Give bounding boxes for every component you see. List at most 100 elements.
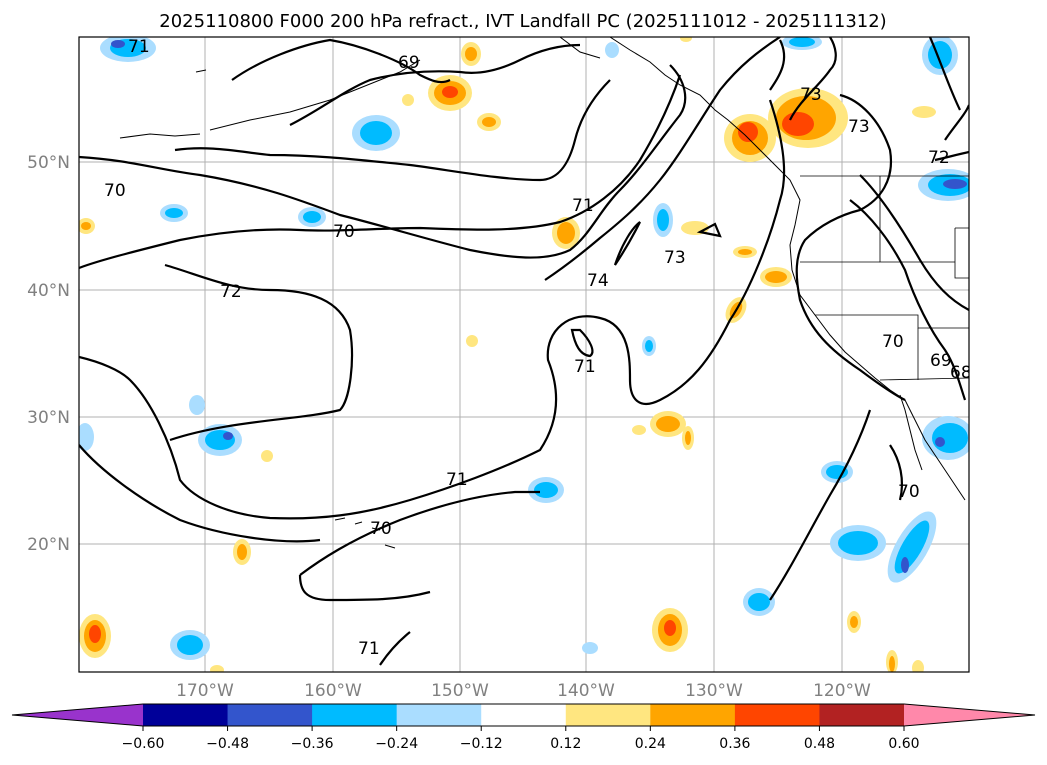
negative-anomaly <box>582 642 598 654</box>
colorbar-segment <box>396 704 482 726</box>
colorbar-segment <box>819 704 905 726</box>
latitude-labels: 50°N 40°N 30°N 20°N <box>27 153 70 555</box>
colorbar-tick-label: 0.24 <box>635 736 666 752</box>
lat-label: 20°N <box>27 535 70 555</box>
colorbar-tick-label: −0.12 <box>460 736 503 752</box>
contour-label: 73 <box>664 248 686 268</box>
contour-label: 71 <box>446 470 468 490</box>
contour-label: 72 <box>220 282 242 302</box>
coastlines <box>119 37 966 549</box>
negative-anomaly <box>189 395 205 415</box>
negative-anomaly <box>79 423 94 451</box>
contour-label: 71 <box>358 639 380 659</box>
contour-label: 69 <box>930 351 952 371</box>
positive-anomaly <box>79 614 111 658</box>
contour-label: 70 <box>104 181 126 201</box>
positive-anomaly <box>652 608 688 652</box>
positive-anomaly <box>477 113 501 131</box>
colorbar-segment <box>650 704 736 726</box>
negative-anomaly <box>653 203 673 237</box>
positive-anomaly <box>650 411 686 437</box>
positive-anomaly <box>847 611 861 633</box>
negative-anomaly <box>918 169 969 201</box>
longitude-labels: 170°W 160°W 150°W 140°W 130°W 120°W <box>176 681 871 701</box>
colorbar-extend-min <box>12 704 143 726</box>
contour-label: 70 <box>882 332 904 352</box>
lon-label: 160°W <box>304 681 362 701</box>
lat-label: 50°N <box>27 153 70 173</box>
contour-label: 71 <box>572 196 594 216</box>
colorbar-tick-label: 0.12 <box>550 736 581 752</box>
contour-label: 71 <box>128 37 150 57</box>
positive-anomaly <box>632 425 646 435</box>
positive-anomaly <box>461 42 481 66</box>
shaded-anomalies <box>79 37 969 672</box>
positive-anomaly <box>552 217 580 249</box>
positive-anomaly <box>402 94 414 106</box>
colorbar: −0.60 −0.48 −0.36 −0.24 −0.12 0.12 0.24 0.36 0.4… <box>11 703 1036 752</box>
colorbar-segment <box>481 704 567 726</box>
colorbar-tick-label: −0.60 <box>122 736 165 752</box>
contour-label: 69 <box>398 53 420 73</box>
positive-anomaly <box>428 75 472 111</box>
colorbar-tick-label: 0.60 <box>888 736 919 752</box>
negative-anomaly <box>605 42 619 58</box>
positive-anomaly <box>210 665 224 672</box>
colorbar-segment <box>227 704 313 726</box>
lon-label: 140°W <box>557 681 615 701</box>
negative-anomaly <box>352 115 400 151</box>
negative-anomaly <box>100 37 156 62</box>
colorbar-segment <box>143 704 229 726</box>
contour-label: 73 <box>848 117 870 137</box>
state-borders <box>800 175 969 381</box>
negative-anomaly <box>830 525 886 561</box>
negative-anomaly <box>782 37 822 50</box>
negative-anomaly <box>922 416 969 460</box>
lon-label: 150°W <box>431 681 489 701</box>
gridlines <box>79 37 969 672</box>
contour-labels: 71 69 70 70 72 71 74 73 71 73 73 72 70 6… <box>104 37 972 659</box>
map-frame <box>78 36 970 673</box>
negative-anomaly <box>887 511 937 583</box>
colorbar-segment <box>734 704 820 726</box>
contour-label: 70 <box>370 519 392 539</box>
contour-label: 71 <box>574 357 596 377</box>
positive-anomaly <box>261 450 273 462</box>
negative-anomaly <box>922 37 958 75</box>
colorbar-tick-label: 0.36 <box>719 736 750 752</box>
contour-label: 70 <box>333 222 355 242</box>
colorbar-tick-label: 0.48 <box>804 736 835 752</box>
colorbar-tick-label: −0.48 <box>206 736 249 752</box>
negative-anomaly <box>642 336 656 356</box>
positive-anomaly <box>760 267 792 287</box>
positive-anomaly <box>912 106 936 118</box>
lon-label: 120°W <box>813 681 871 701</box>
contour-label: 70 <box>898 482 920 502</box>
positive-anomaly <box>724 114 776 162</box>
negative-anomaly <box>528 477 564 503</box>
negative-anomaly <box>743 588 775 616</box>
lat-label: 30°N <box>27 408 70 428</box>
negative-anomaly <box>170 630 210 660</box>
positive-anomaly <box>680 37 692 42</box>
positive-anomaly <box>912 660 924 672</box>
colorbar-extend-max <box>904 704 1035 726</box>
positive-anomaly <box>233 539 251 565</box>
map-title: 2025110800 F000 200 hPa refract., IVT La… <box>159 11 886 32</box>
lon-label: 130°W <box>685 681 743 701</box>
lon-label: 170°W <box>176 681 234 701</box>
negative-anomaly <box>160 204 188 222</box>
lat-label: 40°N <box>27 281 70 301</box>
negative-anomaly <box>198 424 242 456</box>
colorbar-segment <box>312 704 398 726</box>
positive-anomaly <box>886 650 898 672</box>
positive-anomaly <box>79 218 95 234</box>
contour-label: 68 <box>950 363 972 383</box>
positive-anomaly <box>682 426 694 450</box>
colorbar-tick-label: −0.24 <box>375 736 418 752</box>
colorbar-segment <box>565 704 651 726</box>
map-area: 71 69 70 70 72 71 74 73 71 73 73 72 70 6… <box>79 37 972 672</box>
positive-anomaly <box>466 335 478 347</box>
contour-label: 73 <box>800 85 822 105</box>
